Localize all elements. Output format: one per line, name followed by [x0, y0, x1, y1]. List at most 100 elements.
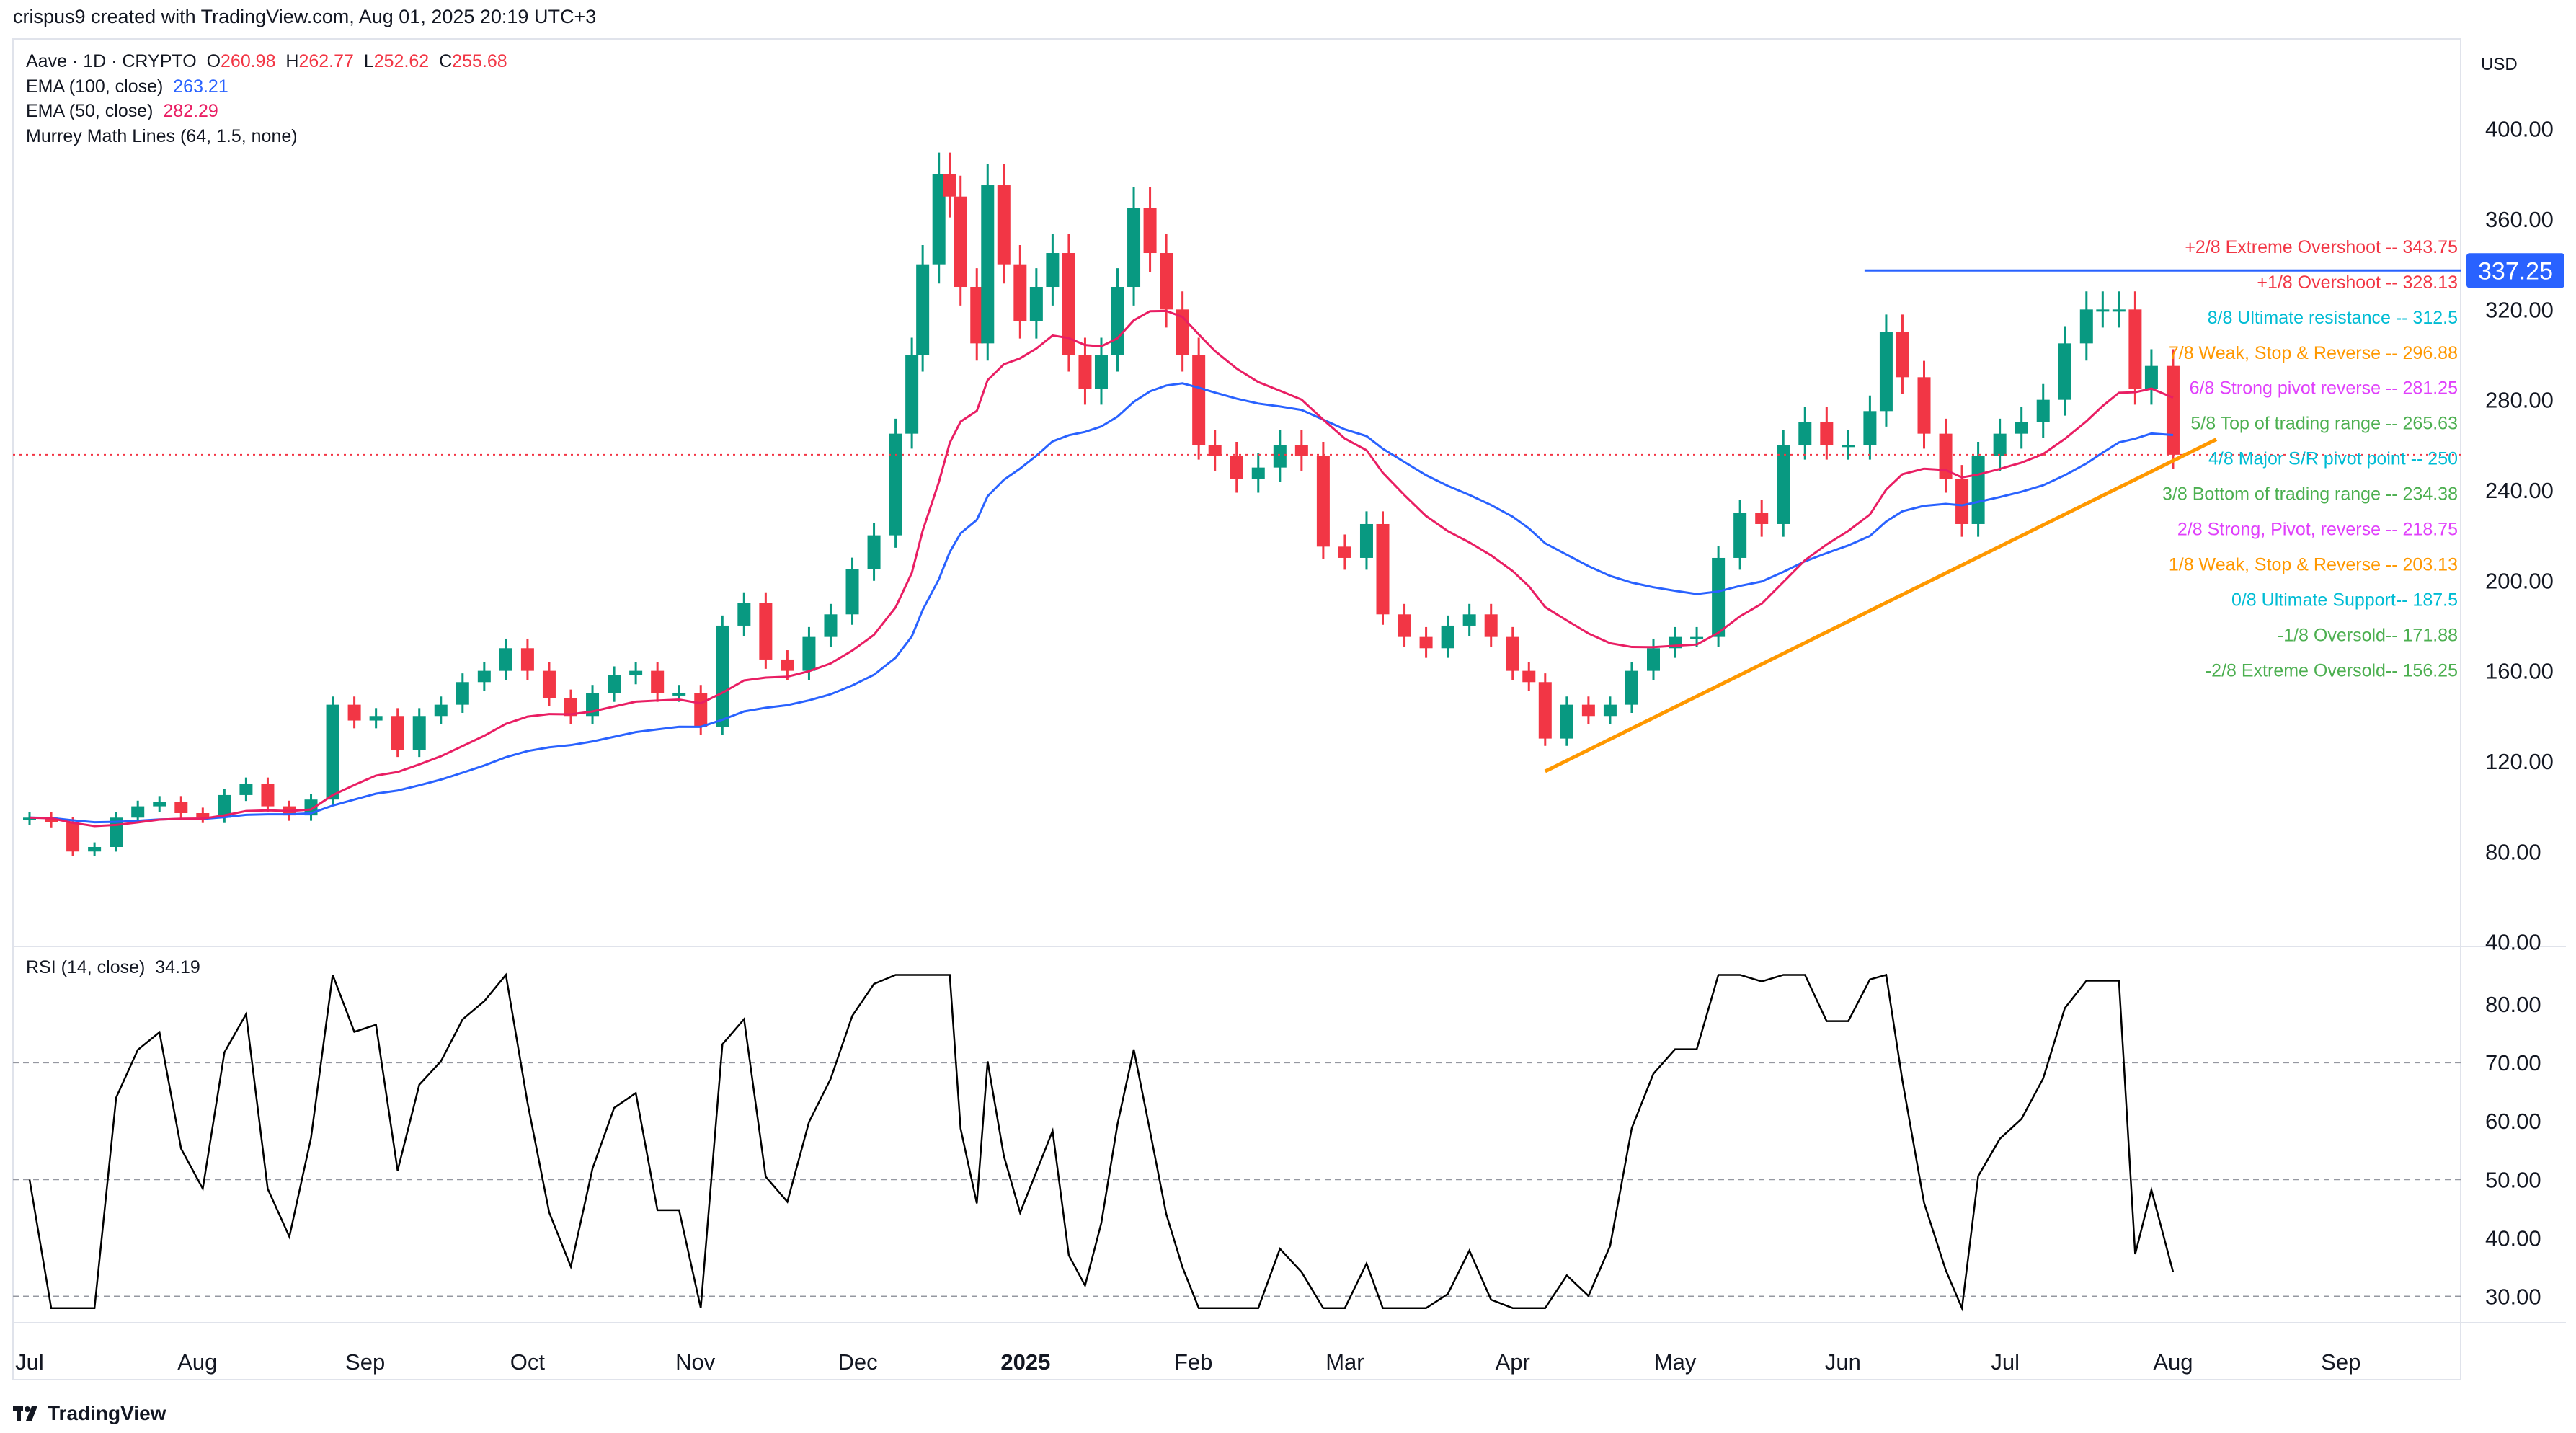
- candle: [1625, 670, 1638, 705]
- candle: [2015, 422, 2028, 434]
- candle: [608, 675, 621, 693]
- candle: [1798, 422, 1812, 445]
- murrey-level-label: +2/8 Extreme Overshoot -- 343.75: [2185, 237, 2458, 257]
- candle: [1160, 253, 1173, 310]
- candle: [1398, 614, 1411, 637]
- candle: [196, 812, 210, 818]
- price-tick-label: 80.00: [2485, 839, 2541, 864]
- rsi-tick-label: 80.00: [2485, 992, 2541, 1017]
- candles: [23, 152, 2180, 856]
- brand-name: TradingView: [48, 1402, 166, 1424]
- candle: [1419, 636, 1433, 649]
- candle: [261, 784, 275, 807]
- candle: [2058, 343, 2071, 400]
- candle: [1111, 287, 1124, 355]
- candle: [1484, 614, 1498, 637]
- time-tick-label: Jun: [1825, 1349, 1861, 1375]
- candle: [716, 625, 729, 727]
- currency-button[interactable]: USD: [2481, 55, 2518, 74]
- candle: [2036, 399, 2050, 422]
- high-label: H: [285, 51, 299, 71]
- candle: [45, 817, 58, 822]
- candle: [412, 716, 426, 750]
- candle: [1820, 422, 1834, 445]
- time-tick-label: Jul: [1991, 1349, 2020, 1375]
- murrey-level-label: -2/8 Extreme Oversold-- 156.25: [2206, 660, 2458, 680]
- rsi-legend[interactable]: RSI (14, close) 34.19: [26, 957, 200, 978]
- candle: [347, 704, 361, 721]
- tradingview-logo-icon: [13, 1406, 37, 1421]
- time-tick-label: May: [1654, 1349, 1697, 1375]
- candle: [1294, 445, 1308, 456]
- candle: [1230, 456, 1243, 479]
- ema100-legend[interactable]: EMA (100, close) 263.21: [26, 74, 507, 99]
- time-tick-label: Nov: [675, 1349, 716, 1375]
- candle: [456, 682, 469, 705]
- time-tick-label: Oct: [510, 1349, 546, 1375]
- rsi-tick-label: 30.00: [2485, 1285, 2541, 1310]
- murrey-level-label: -1/8 Oversold-- 171.88: [2278, 625, 2458, 645]
- candle: [1462, 614, 1476, 626]
- ema50-label: EMA (50, close): [26, 101, 154, 121]
- symbol-name: Aave · 1D · CRYPTO: [26, 51, 197, 71]
- candle: [1777, 445, 1790, 524]
- candle: [1078, 355, 1092, 389]
- candle: [1316, 456, 1330, 547]
- candle: [369, 716, 383, 721]
- time-tick-label: Aug: [177, 1349, 217, 1375]
- candle: [943, 174, 956, 197]
- candle: [1013, 264, 1027, 321]
- rsi-tick-label: 60.00: [2485, 1109, 2541, 1134]
- symbol-legend[interactable]: Aave · 1D · CRYPTO O260.98 H262.77 L252.…: [26, 49, 507, 74]
- murrey-level-label: 3/8 Bottom of trading range -- 234.38: [2162, 484, 2458, 505]
- murrey-legend[interactable]: Murrey Math Lines (64, 1.5, none): [26, 124, 507, 149]
- candle: [1273, 445, 1287, 468]
- candle: [391, 716, 404, 750]
- candle: [759, 603, 773, 660]
- candle: [1338, 546, 1351, 558]
- horizontal-line-price-label: 337.25: [2478, 257, 2553, 285]
- time-tick-label: Jul: [15, 1349, 44, 1375]
- candle: [1755, 513, 1769, 524]
- candle: [1842, 445, 1855, 448]
- candle: [520, 648, 534, 671]
- candle: [2096, 309, 2110, 312]
- candle: [1094, 355, 1108, 389]
- open-value: 260.98: [221, 51, 276, 71]
- candle: [131, 806, 145, 818]
- ascending-trendline: [1544, 438, 2218, 773]
- murrey-level-label: 1/8 Weak, Stop & Reverse -- 203.13: [2169, 554, 2458, 574]
- candle: [1062, 253, 1075, 355]
- rsi-line: [28, 972, 2175, 1312]
- murrey-level-label: 0/8 Ultimate Support-- 187.5: [2231, 590, 2458, 610]
- time-tick-label: Feb: [1174, 1349, 1212, 1375]
- candle: [1712, 557, 1726, 637]
- candle: [153, 802, 166, 807]
- rsi-label: RSI (14, close): [26, 957, 146, 977]
- rsi-tick-label: 40.00: [2485, 1225, 2541, 1251]
- candle: [845, 569, 859, 615]
- candle: [1376, 523, 1390, 615]
- price-tick-label: 240.00: [2485, 478, 2554, 503]
- low-value: 252.62: [373, 51, 430, 71]
- candle: [1127, 208, 1141, 288]
- murrey-level-label: 5/8 Top of trading range -- 265.63: [2190, 414, 2458, 434]
- candle: [499, 648, 512, 671]
- candle: [1359, 523, 1373, 558]
- murrey-level-label: +1/8 Overshoot -- 328.13: [2257, 272, 2458, 293]
- candle: [542, 670, 556, 698]
- time-tick-label: Sep: [345, 1349, 385, 1375]
- rsi-tick-label: 50.00: [2485, 1167, 2541, 1192]
- candle: [239, 784, 253, 795]
- price-tick-label: 360.00: [2485, 207, 2554, 232]
- candle: [824, 614, 838, 637]
- murrey-level-label: 4/8 Major S/R pivot point -- 250: [2208, 449, 2458, 469]
- candle: [2144, 365, 2158, 389]
- candle: [174, 802, 188, 813]
- ema50-legend[interactable]: EMA (50, close) 282.29: [26, 99, 507, 124]
- candle: [1690, 636, 1704, 639]
- time-tick-label: Dec: [838, 1349, 877, 1375]
- time-tick-label: Mar: [1325, 1349, 1364, 1375]
- candle: [889, 433, 902, 536]
